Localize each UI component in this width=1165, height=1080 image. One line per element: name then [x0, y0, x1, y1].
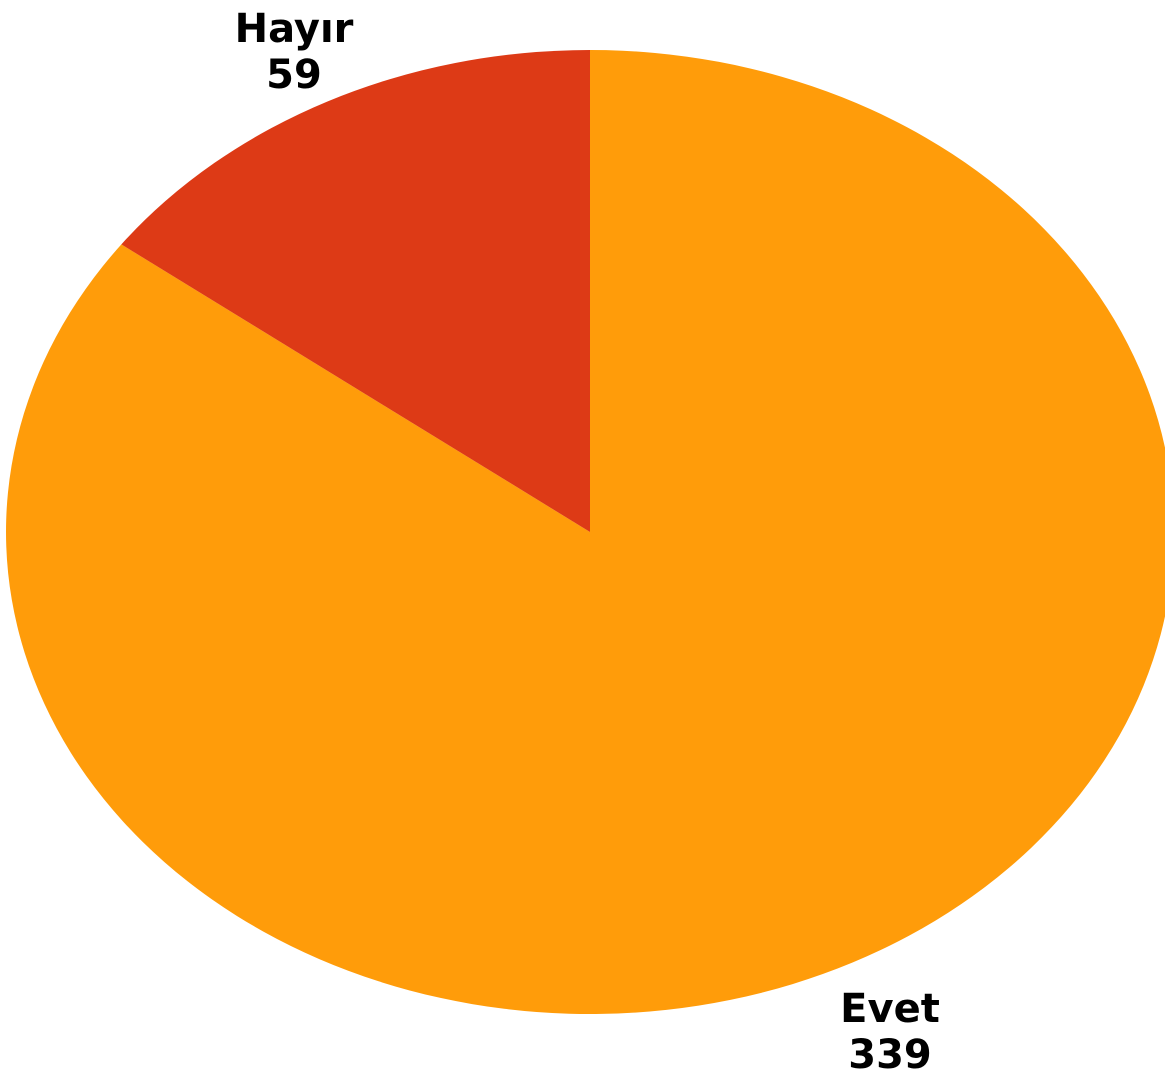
slice-label-evet: Evet: [840, 986, 940, 1032]
slice-value-hay-r: 59: [266, 52, 322, 98]
slice-label-hay-r: Hayır: [235, 6, 354, 52]
pie-slice-hay-r: [121, 50, 591, 532]
pie-slice-evet: [6, 50, 1165, 1014]
slice-value-evet: 339: [848, 1032, 932, 1078]
pie-slices: [6, 50, 1165, 1014]
